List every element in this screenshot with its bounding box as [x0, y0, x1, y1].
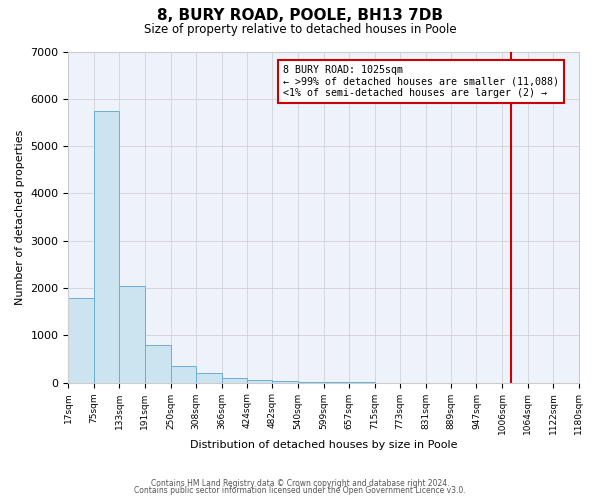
Text: 8 BURY ROAD: 1025sqm
← >99% of detached houses are smaller (11,088)
<1% of semi-: 8 BURY ROAD: 1025sqm ← >99% of detached …: [283, 64, 559, 98]
Bar: [119, 286, 145, 382]
Bar: [145, 345, 170, 383]
Bar: [221, 378, 247, 382]
Y-axis label: Number of detached properties: Number of detached properties: [15, 130, 25, 304]
Text: 8, BURY ROAD, POOLE, BH13 7DB: 8, BURY ROAD, POOLE, BH13 7DB: [157, 8, 443, 22]
Text: Contains HM Land Registry data © Crown copyright and database right 2024.: Contains HM Land Registry data © Crown c…: [151, 478, 449, 488]
Text: Size of property relative to detached houses in Poole: Size of property relative to detached ho…: [143, 22, 457, 36]
Text: Contains public sector information licensed under the Open Government Licence v3: Contains public sector information licen…: [134, 486, 466, 495]
Bar: [170, 366, 196, 382]
Bar: [196, 373, 221, 382]
X-axis label: Distribution of detached houses by size in Poole: Distribution of detached houses by size …: [190, 440, 457, 450]
Bar: [94, 110, 119, 382]
Bar: [68, 298, 94, 382]
Bar: [247, 380, 272, 382]
